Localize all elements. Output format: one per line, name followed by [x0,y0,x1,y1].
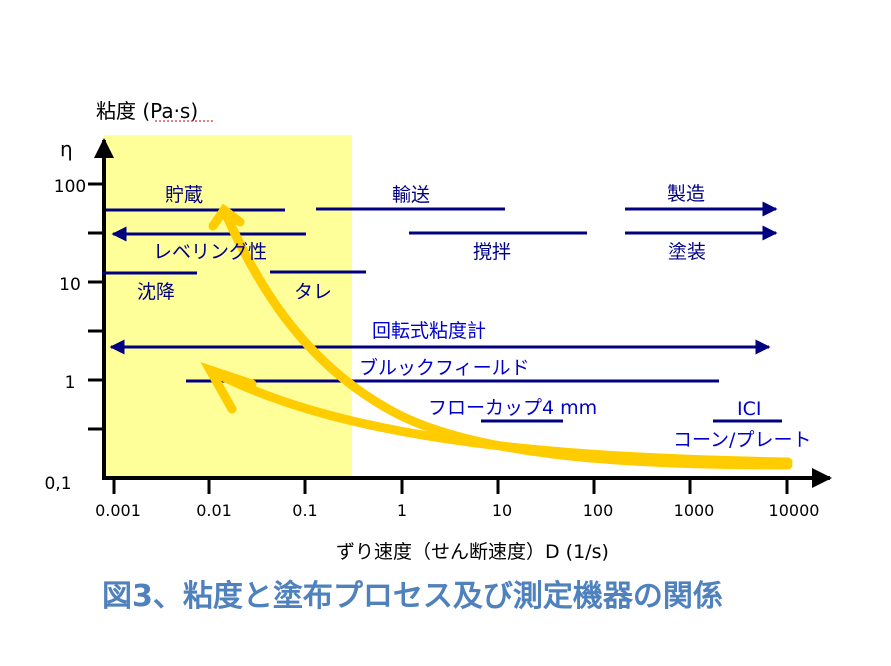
y-tick-label-10: 10 [59,275,81,295]
viscosity-curve [200,203,793,470]
y-tick-label-1: 1 [65,373,76,393]
storage-region [104,135,352,478]
manufacturing-label: 製造 [667,183,705,205]
x-tick-label: 100 [583,501,614,520]
figure-caption: 図3、粘度と塗布プロセス及び測定機器の関係 [102,579,723,614]
x-axis-title: ずり速度（せん断速度）D (1/s) [336,541,609,563]
brookfield-label: ブルックフィールド [359,356,530,379]
x-tick-label: 0.01 [196,501,232,520]
viscosity-curve-upper [219,205,793,470]
sagging-label: タレ [294,281,332,303]
y-axis-ticks [88,182,104,431]
storage-label: 貯蔵 [165,184,203,206]
cone-plate-label: コーン/プレート [673,429,811,451]
leveling-label: レベリング性 [153,241,267,263]
painting-label: 塗装 [668,240,706,263]
y-axis-title: 粘度 (Pa·s) [96,99,198,123]
curve-arrowhead-bottom [200,362,257,414]
rotational-viscometer-label: 回転式粘度計 [372,320,486,342]
sedimentation-label: 沈降 [137,281,175,303]
x-tick-label: 10000 [769,501,820,520]
ici-label: ICI [737,398,761,420]
y-tick-label-0-1: 0,1 [44,474,71,494]
x-tick-label: 0.1 [292,501,317,520]
x-axis-ticks [112,478,789,494]
transport-label: 輸送 [392,184,430,206]
viscosity-curve-lower [205,365,793,467]
y-tick-label-100: 100 [54,177,86,197]
x-tick-label: 10 [492,501,512,520]
x-tick-labels: 0.001 0.01 0.1 1 10 100 1000 10000 [95,501,819,520]
stirring-label: 撹拌 [473,241,511,263]
process-ranges [102,201,782,423]
curve-arrowhead-top [208,203,245,231]
x-tick-label: 0.001 [95,501,141,520]
x-tick-label: 1 [397,501,407,520]
flow-cup-label: フローカップ4 mm [428,397,597,419]
y-axis-symbol: η [60,137,73,161]
x-tick-label: 1000 [674,501,715,520]
